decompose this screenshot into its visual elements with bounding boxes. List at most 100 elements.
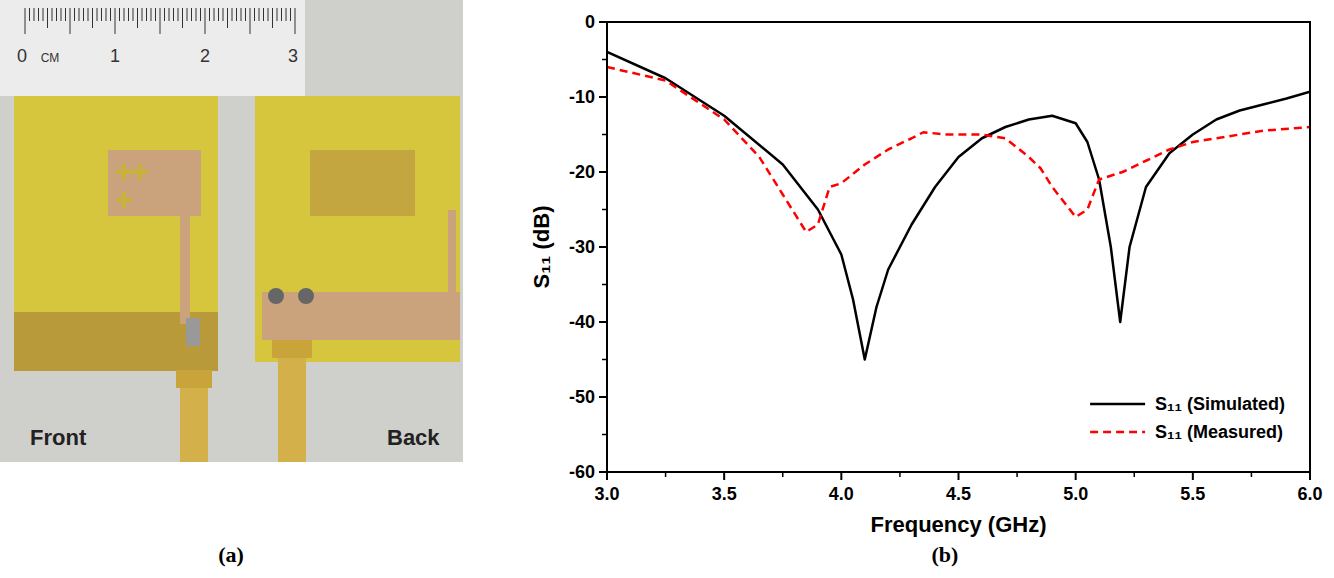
solder [298, 288, 314, 304]
slot [138, 164, 142, 180]
slot [122, 192, 126, 208]
x-tick-label: 6.0 [1297, 484, 1322, 504]
ruler-tick [133, 8, 134, 21]
connector-nut [176, 370, 212, 388]
legend: S₁₁ (Simulated)S₁₁ (Measured) [1090, 394, 1285, 442]
x-tick [1192, 472, 1194, 480]
patch [108, 150, 201, 216]
ruler-tick [101, 8, 102, 21]
ruler-tick [137, 8, 138, 28]
y-tick [599, 471, 607, 473]
ruler-tick [79, 8, 80, 21]
front-ground-shadow [14, 312, 218, 371]
ruler-tick [124, 8, 125, 21]
ruler-tick [254, 8, 255, 21]
slot [122, 164, 126, 180]
figure: 0CM123FrontBack3.03.54.04.55.05.56.00-10… [0, 0, 1334, 578]
series-line [607, 67, 1310, 232]
y-tick-label: -50 [569, 387, 595, 407]
ground-stub [448, 210, 456, 292]
y-tick-label: -30 [569, 237, 595, 257]
connector-nut [272, 340, 312, 358]
y-tick-label: -60 [569, 462, 595, 482]
plot-frame [607, 22, 1310, 472]
ruler-tick [214, 8, 215, 21]
x-tick [1075, 472, 1077, 480]
ruler-tick [56, 8, 57, 21]
back-label: Back [387, 425, 440, 450]
front-board [14, 96, 218, 371]
y-tick [599, 96, 607, 98]
solder [268, 288, 284, 304]
ruler-tick [61, 8, 62, 21]
x-axis-title: Frequency (GHz) [870, 512, 1046, 537]
ruler-tick [119, 8, 120, 21]
ruler-label: 0 [17, 46, 27, 66]
panel-label: (b) [932, 542, 959, 567]
x-tick-label: 4.5 [946, 484, 971, 504]
ruler-tick [115, 8, 116, 34]
x-tick-label: 3.5 [712, 484, 737, 504]
patch-shadow [310, 150, 415, 216]
ruler-tick [272, 8, 273, 28]
ruler-tick [47, 8, 48, 28]
x-tick-label: 4.0 [829, 484, 854, 504]
ruler-tick [245, 8, 246, 21]
y-tick [599, 321, 607, 323]
ruler-tick [295, 8, 296, 34]
ruler-tick [182, 8, 183, 28]
ruler-tick [92, 8, 93, 28]
ruler-tick [286, 8, 287, 21]
ruler-tick [232, 8, 233, 21]
ruler-tick [83, 8, 84, 21]
ruler-tick [259, 8, 260, 21]
ruler-tick [128, 8, 129, 21]
x-tick [1309, 472, 1311, 480]
ruler-tick [65, 8, 66, 21]
ruler-label: CM [41, 51, 60, 65]
connector-pin [186, 318, 200, 346]
legend-swatch [1090, 403, 1145, 406]
ruler-tick [277, 8, 278, 21]
ruler-tick [43, 8, 44, 21]
ruler-tick [52, 8, 53, 21]
ruler-tick [290, 8, 291, 21]
ruler-tick [169, 8, 170, 21]
ruler-label: 1 [110, 46, 120, 66]
ruler-tick [209, 8, 210, 21]
ruler-tick [70, 8, 71, 34]
ruler-tick [25, 8, 26, 34]
feed-line [180, 214, 190, 324]
ruler-label: 2 [200, 46, 210, 66]
ruler-tick [155, 8, 156, 21]
legend-swatch [1090, 431, 1145, 434]
y-tick [599, 396, 607, 398]
ruler-tick [142, 8, 143, 21]
connector-body [278, 358, 306, 462]
ruler-tick [38, 8, 39, 21]
ruler-tick [196, 8, 197, 21]
y-axis-title: S₁₁ (dB) [529, 206, 554, 289]
ruler-tick [187, 8, 188, 21]
y-tick [599, 171, 607, 173]
ruler-tick [263, 8, 264, 21]
y-tick-label: -20 [569, 162, 595, 182]
ruler-tick [29, 8, 30, 21]
x-tick [840, 472, 842, 480]
ruler-tick [236, 8, 237, 21]
panel-label: (a) [218, 542, 244, 567]
ruler-tick [218, 8, 219, 21]
series-line [607, 52, 1310, 360]
ruler-tick [160, 8, 161, 34]
ruler-tick [200, 8, 201, 21]
ruler-tick [106, 8, 107, 21]
y-tick-label: -40 [569, 312, 595, 332]
ruler-tick [173, 8, 174, 21]
photo-panel: 0CM123FrontBack [0, 0, 463, 462]
ruler-tick [227, 8, 228, 28]
ruler-label: 3 [288, 46, 298, 66]
ruler-tick [110, 8, 111, 21]
ruler-tick [178, 8, 179, 21]
x-tick-label: 5.0 [1063, 484, 1088, 504]
connector-body [180, 388, 208, 462]
